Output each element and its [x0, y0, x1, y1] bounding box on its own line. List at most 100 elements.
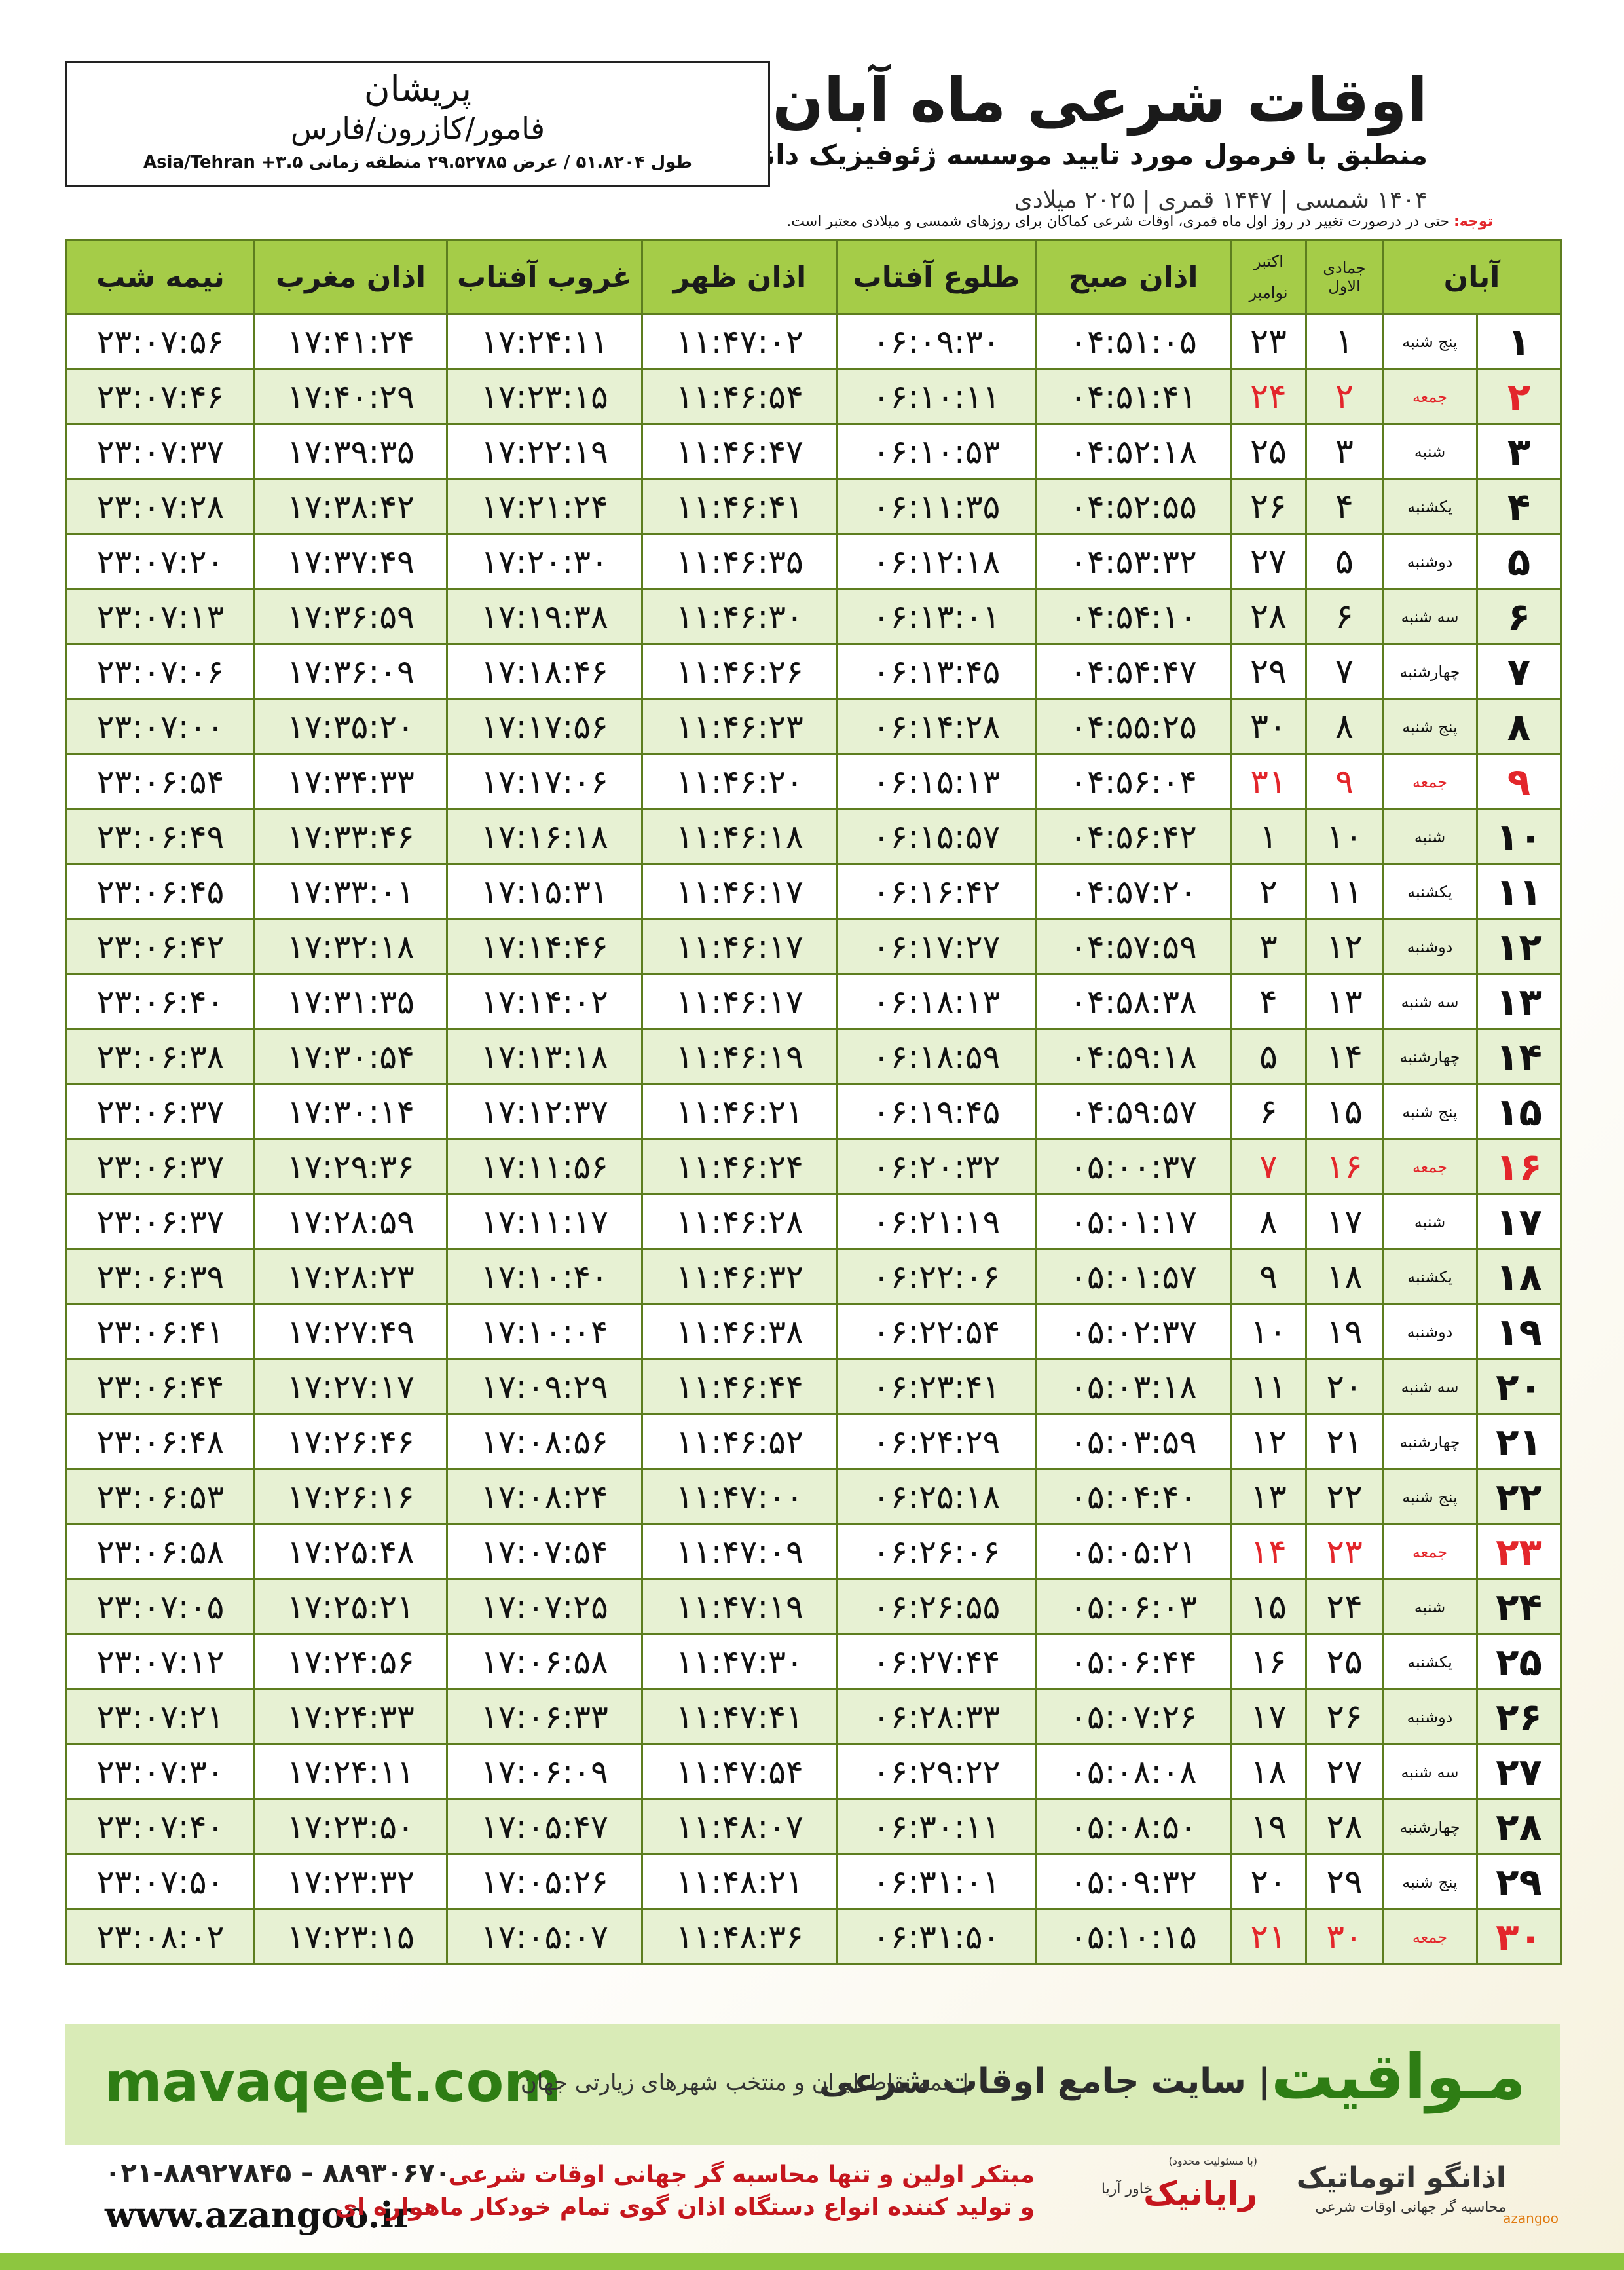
table-cell: ۱۷:۲۴:۵۶	[253, 1633, 448, 1690]
table-cell: ۲۴	[1476, 1578, 1562, 1635]
table-cell: ۰۴:۵۵:۲۵	[1035, 698, 1232, 755]
logo-rayanik-sub: خاور آریا	[1101, 2181, 1153, 2197]
table-cell: ۰۶:۲۴:۲۹	[836, 1413, 1037, 1470]
table-row: ۲ جمعه ۲ ۲۴ ۰۴:۵۱:۴۱ ۰۶:۱۰:۱۱ ۱۱:۴۶:۵۴ ۱۷:۲۳:۱۵…	[65, 368, 1562, 425]
table-cell: ۲۹	[1305, 1853, 1384, 1910]
table-cell: ۲۳	[1476, 1523, 1562, 1580]
coordinates: طول ۵۱.۸۲۰۴ / عرض ۲۹.۵۲۷۸۵ منطقه زمانی ۳…	[143, 153, 692, 172]
slogan: و تولید کننده انواع دستگاه اذان گوی تمام…	[335, 2194, 1035, 2221]
table-cell: ۰۶:۲۱:۱۹	[836, 1193, 1037, 1250]
table-cell: ۰۶:۱۵:۵۷	[836, 808, 1037, 865]
table-row: ۲۴ شنبه ۲۴ ۱۵ ۰۵:۰۶:۰۳ ۰۶:۲۶:۵۵ ۱۱:۴۷:۱۹ ۱۷:۰۷:…	[65, 1578, 1562, 1635]
table-row: ۲۰ سه شنبه ۲۰ ۱۱ ۰۵:۰۳:۱۸ ۰۶:۲۳:۴۱ ۱۱:۴۶:۴۴ ۱۷:…	[65, 1358, 1562, 1415]
table-cell: ۲۴	[1305, 1578, 1384, 1635]
table-cell: ۰۴:۵۱:۴۱	[1035, 368, 1232, 425]
table-cell: ۰۶:۲۶:۰۶	[836, 1523, 1037, 1580]
header-cell: اذان ظهر	[641, 239, 838, 315]
table-cell: ۵	[1476, 533, 1562, 590]
table-cell: ۰۴:۵۸:۳۸	[1035, 973, 1232, 1030]
logo-azangoo-en: azangoo	[1503, 2210, 1559, 2226]
table-cell: ۲۳:۰۷:۱۲	[65, 1633, 255, 1690]
table-cell: ۱۱:۴۷:۰۰	[641, 1468, 838, 1525]
table-cell: ۰۵:۰۴:۴۰	[1035, 1468, 1232, 1525]
table-cell: ۰۶:۱۹:۴۵	[836, 1083, 1037, 1140]
table-cell: ۱۱:۴۶:۱۷	[641, 863, 838, 920]
table-cell: ۵	[1305, 533, 1384, 590]
table-cell: ۲۳:۰۷:۲۰	[65, 533, 255, 590]
table-cell: ۲۸	[1476, 1798, 1562, 1855]
table-cell: ۲۳:۰۶:۳۹	[65, 1248, 255, 1305]
table-cell: ۰۶:۱۰:۱۱	[836, 368, 1037, 425]
table-cell: جمعه	[1382, 1908, 1478, 1965]
table-cell: ۱۷:۳۱:۳۵	[253, 973, 448, 1030]
header-cell: طلوع آفتاب	[836, 239, 1037, 315]
table-cell: ۲۵	[1476, 1633, 1562, 1690]
table-cell: ۰۴:۵۴:۴۷	[1035, 643, 1232, 700]
table-row: ۷ چهارشنبه ۷ ۲۹ ۰۴:۵۴:۴۷ ۰۶:۱۳:۴۵ ۱۱:۴۶:۲۶ ۱۷:۱…	[65, 643, 1562, 700]
table-cell: ۱۱:۴۶:۵۲	[641, 1413, 838, 1470]
table-row: ۱ پنج شنبه ۱ ۲۳ ۰۴:۵۱:۰۵ ۰۶:۰۹:۳۰ ۱۱:۴۷:۰۲ ۱۷:۲…	[65, 313, 1562, 370]
table-cell: ۰۶:۳۱:۵۰	[836, 1908, 1037, 1965]
table-cell: ۱۱:۴۶:۱۸	[641, 808, 838, 865]
header-cell: نیمه شب	[65, 239, 255, 315]
table-cell: ۰۴:۵۹:۵۷	[1035, 1083, 1232, 1140]
table-cell: ۱۵	[1230, 1578, 1307, 1635]
table-cell: ۹	[1476, 753, 1562, 810]
table-cell: ۲۳:۰۷:۱۳	[65, 588, 255, 645]
table-row: ۲۶ دوشنبه ۲۶ ۱۷ ۰۵:۰۷:۲۶ ۰۶:۲۸:۳۳ ۱۱:۴۷:۴۱ ۱۷:۰…	[65, 1688, 1562, 1745]
table-cell: ۱۱:۴۷:۳۰	[641, 1633, 838, 1690]
table-cell: ۱۱:۴۶:۲۳	[641, 698, 838, 755]
table-cell: ۲۶	[1305, 1688, 1384, 1745]
table-cell: ۰۶:۱۷:۲۷	[836, 918, 1037, 975]
table-cell: ۱۷:۲۷:۴۹	[253, 1303, 448, 1360]
table-cell: ۰۶:۲۷:۴۴	[836, 1633, 1037, 1690]
table-cell: ۱۴	[1230, 1523, 1307, 1580]
table-cell: ۰۶:۱۱:۳۵	[836, 478, 1037, 535]
table-cell: ۱۷:۰۵:۰۷	[446, 1908, 643, 1965]
header-text: نوامبر	[1249, 284, 1288, 302]
table-cell: شنبه	[1382, 1193, 1478, 1250]
table-cell: ۰۶:۲۹:۲۲	[836, 1743, 1037, 1800]
table-cell: ۱۱	[1230, 1358, 1307, 1415]
table-cell: ۱۷:۰۶:۳۳	[446, 1688, 643, 1745]
table-cell: ۰۵:۰۱:۵۷	[1035, 1248, 1232, 1305]
header-text: اکتبر	[1253, 252, 1283, 270]
table-cell: ۱۱:۴۶:۳۲	[641, 1248, 838, 1305]
table-cell: ۱۷	[1476, 1193, 1562, 1250]
table-cell: ۱۱:۴۷:۱۹	[641, 1578, 838, 1635]
table-row: ۱۹ دوشنبه ۱۹ ۱۰ ۰۵:۰۲:۳۷ ۰۶:۲۲:۵۴ ۱۱:۴۶:۳۸ ۱۷:۱…	[65, 1303, 1562, 1360]
table-cell: ۲	[1476, 368, 1562, 425]
table-cell: ۱۷:۰۹:۲۹	[446, 1358, 643, 1415]
table-cell: ۱۷:۲۵:۴۸	[253, 1523, 448, 1580]
table-cell: ۳۰	[1230, 698, 1307, 755]
table-cell: ۲	[1305, 368, 1384, 425]
table-cell: ۲۶	[1230, 478, 1307, 535]
table-cell: ۰۵:۰۷:۲۶	[1035, 1688, 1232, 1745]
bottom-bar	[0, 2253, 1624, 2270]
table-cell: ۲۱	[1476, 1413, 1562, 1470]
table-cell: ۱۵	[1305, 1083, 1384, 1140]
table-row: ۲۸ چهارشنبه ۲۸ ۱۹ ۰۵:۰۸:۵۰ ۰۶:۳۰:۱۱ ۱۱:۴۸:۰۷ ۱۷…	[65, 1798, 1562, 1855]
table-cell: ۱۷:۲۲:۱۹	[446, 423, 643, 480]
title: اوقات شرعی ماه آبان	[772, 65, 1428, 136]
table-cell: ۸	[1476, 698, 1562, 755]
table-cell: ۹	[1230, 1248, 1307, 1305]
table-cell: ۰۶:۲۲:۰۶	[836, 1248, 1037, 1305]
table-cell: ۱۴	[1476, 1028, 1562, 1085]
footer-band	[65, 2024, 1560, 2145]
table-row: ۲۷ سه شنبه ۲۷ ۱۸ ۰۵:۰۸:۰۸ ۰۶:۲۹:۲۲ ۱۱:۴۷:۵۴ ۱۷:…	[65, 1743, 1562, 1800]
table-cell: ۰۶:۱۳:۰۱	[836, 588, 1037, 645]
table-cell: پنج شنبه	[1382, 698, 1478, 755]
table-cell: ۲۳:۰۸:۰۲	[65, 1908, 255, 1965]
table-cell: ۱۴	[1305, 1028, 1384, 1085]
table-cell: ۲۹	[1230, 643, 1307, 700]
table-cell: ۳۰	[1476, 1908, 1562, 1965]
table-cell: ۸	[1305, 698, 1384, 755]
table-cell: یکشنبه	[1382, 1633, 1478, 1690]
table-cell: ۰۵:۰۳:۵۹	[1035, 1413, 1232, 1470]
table-cell: ۰۵:۰۶:۴۴	[1035, 1633, 1232, 1690]
table-cell: ۱۷:۱۴:۴۶	[446, 918, 643, 975]
table-cell: ۰۶:۲۵:۱۸	[836, 1468, 1037, 1525]
table-row: ۲۲ پنج شنبه ۲۲ ۱۳ ۰۵:۰۴:۴۰ ۰۶:۲۵:۱۸ ۱۱:۴۷:۰۰ ۱۷…	[65, 1468, 1562, 1525]
table-cell: ۶	[1476, 588, 1562, 645]
